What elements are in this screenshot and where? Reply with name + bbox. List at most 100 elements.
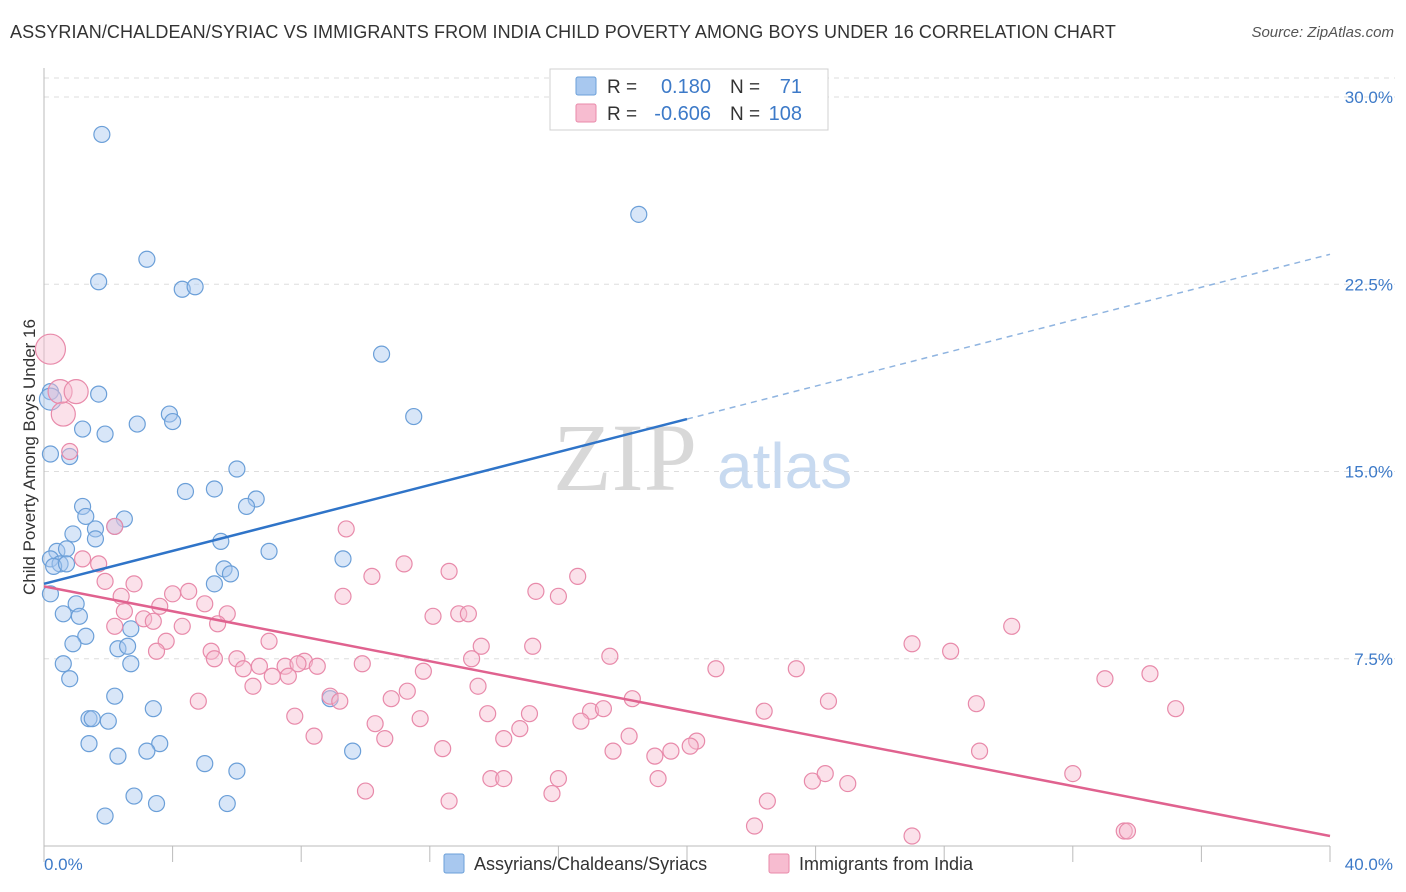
axes: [43, 68, 1331, 862]
data-point: [250, 657, 269, 675]
data-point: [395, 555, 413, 573]
data-point: [263, 667, 281, 685]
data-point: [356, 782, 375, 800]
legend-swatch-india: [575, 103, 597, 123]
data-point: [569, 567, 587, 585]
data-point: [745, 817, 764, 835]
legend-r-value-2: -0.606: [654, 103, 711, 125]
data-point: [128, 415, 146, 433]
data-point: [109, 640, 127, 658]
data-point: [34, 333, 67, 365]
series-assyrians-points: [38, 125, 648, 825]
bottom-legend-swatch-india: [768, 853, 790, 874]
data-point: [205, 480, 223, 498]
data-point: [549, 587, 568, 605]
bottom-legend-label-india: Immigrants from India: [799, 854, 974, 874]
data-point: [260, 632, 278, 650]
data-point: [549, 769, 568, 788]
data-point: [289, 655, 307, 673]
legend-n-value-2: 108: [769, 103, 802, 125]
data-point: [125, 787, 143, 805]
data-point: [45, 557, 63, 575]
data-point: [572, 712, 590, 730]
trend-line-assyrians: [43, 417, 688, 586]
data-point: [228, 460, 246, 478]
data-point: [83, 710, 101, 728]
data-point: [942, 642, 960, 660]
data-point: [707, 660, 725, 678]
bottom-legend-label-assyrians: Assyrians/Chaldeans/Syriacs: [474, 854, 707, 874]
data-point: [61, 670, 79, 688]
data-point: [411, 710, 429, 728]
chart-title: ASSYRIAN/CHALDEAN/SYRIAC VS IMMIGRANTS F…: [10, 22, 1116, 42]
data-point: [787, 660, 805, 678]
source-label: Source: ZipAtlas.com: [1251, 24, 1394, 41]
data-point: [125, 575, 143, 593]
grid-lines: [44, 77, 1395, 660]
data-point: [228, 650, 246, 668]
data-point: [196, 755, 214, 773]
data-point: [99, 712, 117, 730]
data-point: [135, 610, 153, 628]
data-point: [234, 660, 252, 678]
data-point: [681, 737, 699, 755]
data-point: [372, 345, 391, 363]
data-point: [495, 769, 513, 788]
data-point: [819, 692, 838, 710]
data-point: [237, 497, 256, 516]
data-point: [54, 655, 72, 673]
data-point: [144, 612, 162, 630]
data-point: [173, 280, 191, 298]
data-point: [77, 627, 95, 645]
trend-line-assyrians-extension: [686, 253, 1331, 420]
data-point: [1096, 670, 1114, 688]
data-point: [173, 617, 191, 635]
data-point: [527, 582, 545, 600]
data-point: [180, 582, 198, 600]
data-point: [41, 445, 60, 463]
data-point: [495, 730, 513, 748]
data-point: [205, 650, 223, 668]
data-point: [366, 715, 384, 733]
data-point: [1167, 700, 1185, 718]
data-point: [186, 278, 204, 296]
data-point: [758, 792, 776, 810]
data-point: [482, 769, 500, 788]
x-tick-label-max: 40.0%: [1345, 855, 1393, 874]
y-tick-label: 30.0%: [1345, 88, 1393, 107]
data-point: [662, 742, 680, 760]
data-point: [73, 420, 92, 438]
data-point: [73, 497, 92, 516]
legend-n-value-1: 71: [780, 76, 802, 98]
data-point: [196, 595, 214, 613]
data-point: [511, 720, 529, 738]
data-point: [260, 542, 278, 560]
data-point: [839, 774, 857, 793]
legend-n-label-1: N =: [730, 77, 760, 98]
data-point: [106, 517, 124, 536]
watermark-atlas: atlas: [717, 430, 852, 502]
watermark: ZIP atlas: [553, 404, 852, 511]
data-point: [228, 762, 246, 780]
data-point: [86, 520, 105, 538]
data-point: [61, 442, 79, 461]
data-point: [218, 794, 236, 813]
data-point: [803, 772, 821, 790]
data-point: [90, 385, 108, 403]
legend-n-label-2: N =: [730, 104, 760, 125]
data-point: [73, 550, 92, 568]
data-point: [96, 572, 114, 590]
data-point: [276, 657, 294, 675]
series-india-points: [34, 333, 1185, 845]
data-point: [138, 742, 156, 760]
data-point: [398, 682, 416, 700]
data-point: [1118, 822, 1137, 840]
data-point: [321, 687, 339, 705]
data-point: [147, 642, 166, 660]
data-point: [57, 540, 76, 558]
data-point: [434, 740, 452, 758]
data-point: [1141, 665, 1159, 683]
legend-swatch-assyrians: [575, 76, 597, 96]
y-axis-title: Child Poverty Among Boys Under 16: [20, 319, 39, 595]
data-point: [164, 585, 182, 603]
